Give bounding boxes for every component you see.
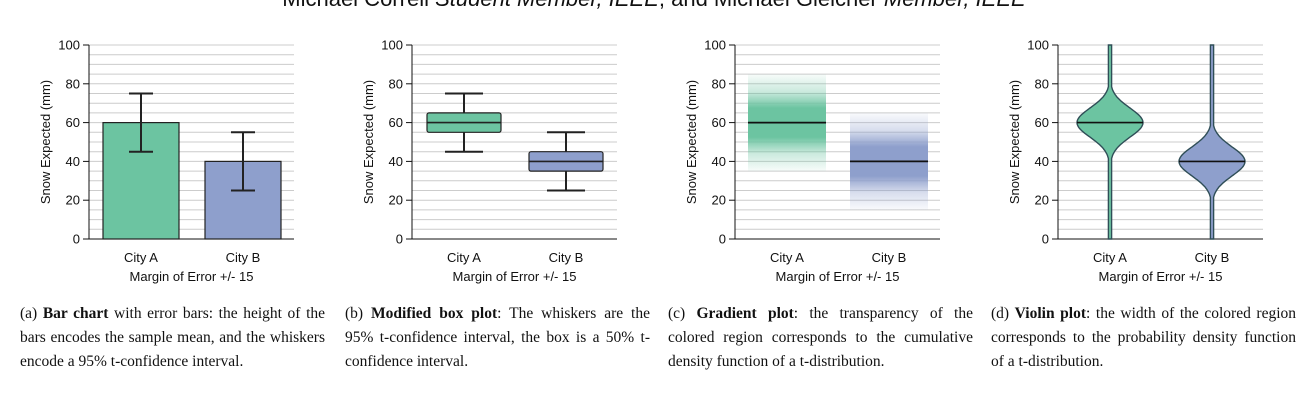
y-tick-label: 60 [712,115,726,130]
caption-d: (d) Violin plot: the width of the colore… [991,302,1296,374]
violin-city-a [1076,44,1144,240]
y-tick-label: 100 [704,38,726,53]
x-axis-label: Margin of Error +/- 15 [130,269,254,284]
paper-author-line: Michael Correll Student Member, IEEE, an… [0,0,1308,12]
caption-c-bold: Gradient plot [696,305,794,322]
caption-d-bold: Violin plot [1014,305,1087,322]
x-tick-label: City A [124,250,158,265]
x-tick-label: City A [447,250,481,265]
violin-city-b [1178,44,1246,240]
y-tick-label: 0 [719,232,726,247]
x-axis-label: Margin of Error +/- 15 [453,269,577,284]
caption-a-bold: Bar chart [42,305,109,322]
y-tick-label: 0 [1042,232,1049,247]
y-tick-label: 80 [712,76,726,91]
caption-d-prefix: (d) [991,305,1015,322]
y-tick-label: 60 [66,115,80,130]
y-tick-label: 20 [389,193,403,208]
y-tick-label: 40 [389,154,403,169]
figure-charts: 0 20 40 60 80 100 Snow Expected (mm) City A City… [38,38,1263,284]
caption-a-prefix: (a) [20,305,43,322]
y-axis-label: Snow Expected (mm) [38,80,53,204]
y-tick-label: 40 [66,154,80,169]
y-tick-label: 100 [381,38,403,53]
chart-c [729,44,940,240]
caption-b: (b) Modified box plot: The whiskers are … [345,302,650,374]
y-tick-label: 20 [1035,193,1049,208]
caption-a-text: with error bars: the height of the bars … [20,305,325,370]
x-tick-label: City A [770,250,804,265]
y-tick-label: 40 [712,154,726,169]
y-tick-label: 60 [389,115,403,130]
member-title-2: Member, IEEE [884,0,1026,11]
caption-b-bold: Modified box plot [371,305,498,322]
y-tick-label: 20 [712,193,726,208]
y-tick-label: 100 [1027,38,1049,53]
caption-c: (c) Gradient plot: the transparency of t… [668,302,973,374]
y-axis-label: Snow Expected (mm) [1007,80,1022,204]
x-axis-label: Margin of Error +/- 15 [1099,269,1223,284]
x-tick-label: City B [1195,250,1230,265]
y-tick-label: 0 [73,232,80,247]
caption-c-text: : the transparency of the colored region… [668,305,973,370]
chart-d [1052,44,1263,240]
y-tick-label: 100 [58,38,80,53]
y-tick-label: 80 [1035,76,1049,91]
y-tick-label: 40 [1035,154,1049,169]
y-tick-label: 60 [1035,115,1049,130]
x-tick-label: City B [872,250,907,265]
y-tick-label: 20 [66,193,80,208]
y-axis-label: Snow Expected (mm) [684,80,699,204]
x-tick-label: City A [1093,250,1127,265]
caption-b-prefix: (b) [345,305,372,322]
caption-b-text: : The whiskers are the 95% t-confidence … [345,305,650,370]
chart-b [406,44,617,240]
y-tick-label: 80 [389,76,403,91]
y-tick-label: 80 [66,76,80,91]
x-axis-label: Margin of Error +/- 15 [776,269,900,284]
caption-a: (a) Bar chart with error bars: the heigh… [20,302,325,374]
member-title-1: Student Member, IEEE [435,0,659,11]
caption-d-text: : the width of the colored region corres… [991,305,1297,370]
authors-prefix: Michael Correll [282,0,435,11]
authors-middle: , and Michael Gleicher [659,0,884,11]
y-axis-label: Snow Expected (mm) [361,80,376,204]
caption-c-prefix: (c) [668,305,697,322]
y-tick-label: 0 [396,232,403,247]
x-tick-label: City B [226,250,261,265]
x-tick-label: City B [549,250,584,265]
chart-a [83,44,294,240]
